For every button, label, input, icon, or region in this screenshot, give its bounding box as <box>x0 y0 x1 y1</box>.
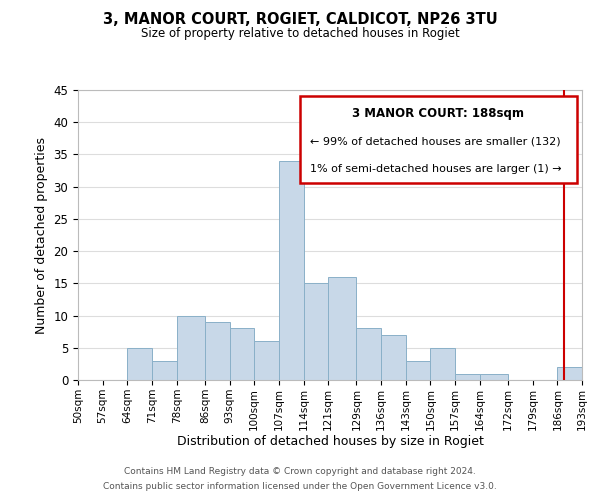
Bar <box>480 374 508 380</box>
Bar <box>205 322 230 380</box>
Bar <box>176 316 205 380</box>
Text: 3 MANOR COURT: 188sqm: 3 MANOR COURT: 188sqm <box>352 108 524 120</box>
Bar <box>304 284 328 380</box>
Bar <box>279 161 304 380</box>
Bar <box>406 360 430 380</box>
Bar <box>430 348 455 380</box>
Bar <box>152 360 176 380</box>
Text: 1% of semi-detached houses are larger (1) →: 1% of semi-detached houses are larger (1… <box>310 164 562 174</box>
Bar <box>356 328 381 380</box>
Bar <box>127 348 152 380</box>
Bar <box>328 277 356 380</box>
Bar <box>455 374 480 380</box>
Bar <box>254 342 279 380</box>
Text: ← 99% of detached houses are smaller (132): ← 99% of detached houses are smaller (13… <box>310 136 560 146</box>
Text: Contains public sector information licensed under the Open Government Licence v3: Contains public sector information licen… <box>103 482 497 491</box>
Bar <box>381 335 406 380</box>
Bar <box>230 328 254 380</box>
Text: Contains HM Land Registry data © Crown copyright and database right 2024.: Contains HM Land Registry data © Crown c… <box>124 467 476 476</box>
X-axis label: Distribution of detached houses by size in Rogiet: Distribution of detached houses by size … <box>176 436 484 448</box>
Text: 3, MANOR COURT, ROGIET, CALDICOT, NP26 3TU: 3, MANOR COURT, ROGIET, CALDICOT, NP26 3… <box>103 12 497 28</box>
Bar <box>557 367 582 380</box>
Text: Size of property relative to detached houses in Rogiet: Size of property relative to detached ho… <box>140 28 460 40</box>
Y-axis label: Number of detached properties: Number of detached properties <box>35 136 48 334</box>
FancyBboxPatch shape <box>300 96 577 183</box>
